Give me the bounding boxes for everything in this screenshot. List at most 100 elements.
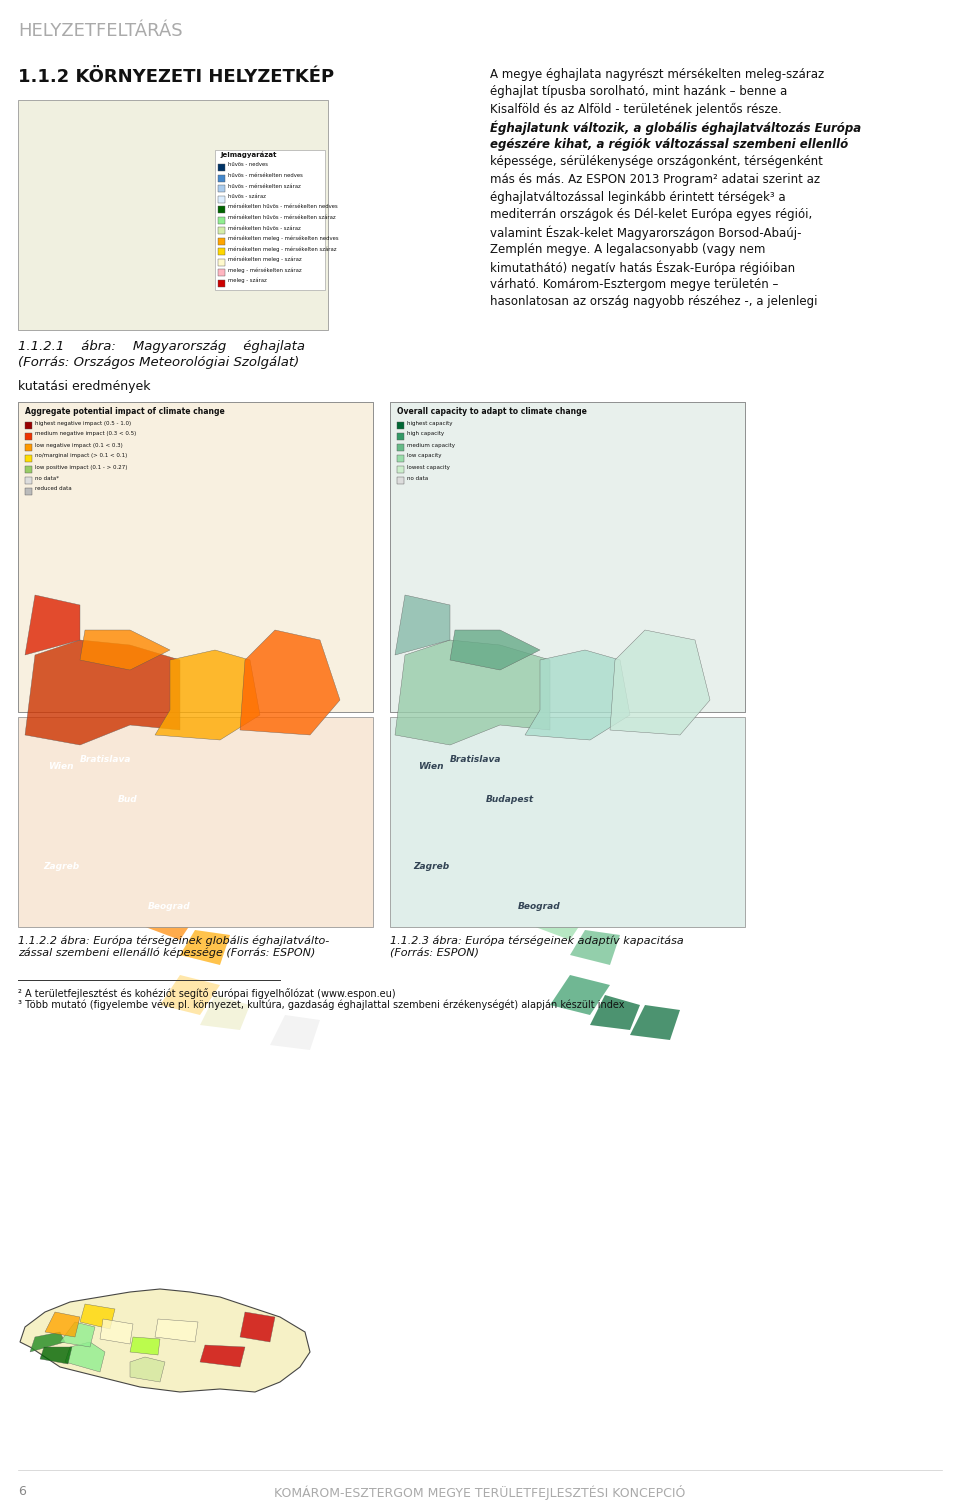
Text: hűvös - mérsékelten nedves: hűvös - mérsékelten nedves [228, 173, 302, 178]
Text: képessége, sérülékenysége országonként, térségenként: képessége, sérülékenysége országonként, … [490, 155, 823, 169]
Polygon shape [630, 1005, 680, 1040]
Bar [390, 402, 745, 711]
Text: 1.1.2.1    ábra:    Magyarország    éghajlata: 1.1.2.1 ábra: Magyarország éghajlata [18, 341, 305, 353]
Bar [218, 238, 225, 244]
Text: Zagreb: Zagreb [43, 862, 80, 871]
Bar [397, 455, 404, 463]
Polygon shape [570, 930, 620, 964]
Text: Budapest: Budapest [486, 796, 534, 805]
Polygon shape [230, 885, 280, 925]
Bar [218, 196, 225, 202]
Polygon shape [40, 1347, 72, 1364]
Polygon shape [395, 595, 450, 656]
Polygon shape [240, 1005, 290, 1040]
Polygon shape [530, 895, 590, 940]
Text: mérsékelten meleg - mérsékelten száraz: mérsékelten meleg - mérsékelten száraz [228, 246, 337, 252]
Text: ² A területfejlesztést és kohéziót segítő európai figyelhőlózat (www.espon.eu): ² A területfejlesztést és kohéziót segít… [18, 989, 396, 999]
Text: éghajlatváltozással leginkább érintett térségek³ a: éghajlatváltozással leginkább érintett t… [490, 190, 785, 203]
Text: highest capacity: highest capacity [407, 420, 452, 425]
Text: Beograd: Beograd [148, 903, 191, 912]
Polygon shape [20, 1288, 310, 1392]
Text: meleg - mérsékelten száraz: meleg - mérsékelten száraz [228, 267, 301, 273]
Bar [390, 402, 745, 711]
Text: Aggregate potential impact of climate change: Aggregate potential impact of climate ch… [25, 407, 225, 416]
Polygon shape [440, 850, 490, 895]
Polygon shape [550, 975, 610, 1016]
Bar [397, 478, 404, 484]
Text: Jelmagyarázat: Jelmagyarázat [220, 152, 276, 158]
Polygon shape [450, 630, 540, 671]
Polygon shape [80, 876, 140, 919]
Polygon shape [470, 876, 530, 919]
Text: kutatási eredmények: kutatási eredmények [18, 380, 151, 393]
Text: Zemplén megye. A legalacsonyabb (vagy nem: Zemplén megye. A legalacsonyabb (vagy ne… [490, 243, 765, 256]
Polygon shape [65, 1343, 105, 1371]
Text: Bratislava: Bratislava [80, 755, 132, 764]
Polygon shape [140, 895, 200, 940]
Polygon shape [200, 1346, 245, 1367]
Text: hűvös - száraz: hűvös - száraz [228, 194, 266, 199]
Polygon shape [130, 1337, 160, 1355]
Text: highest negative impact (0.5 - 1.0): highest negative impact (0.5 - 1.0) [35, 420, 132, 425]
Polygon shape [590, 995, 640, 1029]
Bar [25, 478, 32, 484]
Polygon shape [395, 640, 550, 744]
Text: mérsékelten hűvös - mérsékelten száraz: mérsékelten hűvös - mérsékelten száraz [228, 216, 336, 220]
Bar [18, 717, 373, 927]
Polygon shape [240, 1313, 275, 1343]
Bar [390, 717, 745, 927]
Bar [397, 433, 404, 440]
Text: mérsékelten meleg - mérsékelten nedves: mérsékelten meleg - mérsékelten nedves [228, 235, 339, 241]
Text: Bud: Bud [118, 796, 137, 805]
Bar [18, 402, 373, 711]
Text: HELYZETFELTÁRÁS: HELYZETFELTÁRÁS [18, 23, 182, 41]
Text: meleg - száraz: meleg - száraz [228, 277, 267, 283]
Text: 1.1.2.3 ábra: Európa térségeinek adaptív kapacitása: 1.1.2.3 ábra: Európa térségeinek adaptív… [390, 934, 684, 945]
Polygon shape [155, 650, 260, 740]
Text: éghajlat típusba sorolható, mint hazánk – benne a: éghajlat típusba sorolható, mint hazánk … [490, 86, 787, 98]
Bar [218, 228, 225, 234]
Bar [218, 217, 225, 223]
Polygon shape [25, 595, 80, 656]
Bar [218, 206, 225, 212]
Bar [218, 249, 225, 255]
Bar [25, 466, 32, 473]
Polygon shape [155, 1319, 198, 1343]
Bar [25, 488, 32, 494]
Text: 1.1.2.2 ábra: Európa térségeinek globális éghajlatválto-: 1.1.2.2 ábra: Európa térségeinek globáli… [18, 934, 329, 945]
Text: Wien: Wien [48, 763, 74, 772]
Text: lowest capacity: lowest capacity [407, 464, 450, 470]
Bar [397, 445, 404, 451]
Polygon shape [200, 860, 250, 895]
Bar [218, 164, 225, 170]
Bar [218, 270, 225, 276]
Bar [218, 279, 225, 286]
Text: low negative impact (0.1 < 0.3): low negative impact (0.1 < 0.3) [35, 443, 123, 448]
Polygon shape [45, 1313, 80, 1337]
Text: medium capacity: medium capacity [407, 443, 455, 448]
Text: mérsékelten hűvös - mérsékelten nedves: mérsékelten hűvös - mérsékelten nedves [228, 205, 338, 209]
Polygon shape [620, 885, 670, 925]
Text: no data: no data [407, 476, 428, 481]
Polygon shape [525, 650, 630, 740]
Text: no/marginal impact (> 0.1 < 0.1): no/marginal impact (> 0.1 < 0.1) [35, 454, 128, 458]
Text: Kisalföld és az Alföld - területének jelentős része.: Kisalföld és az Alföld - területének jel… [490, 102, 781, 116]
Polygon shape [60, 1322, 95, 1347]
Polygon shape [160, 975, 220, 1016]
Text: Bratislava: Bratislava [450, 755, 501, 764]
Text: mérsékelten hűvös - száraz: mérsékelten hűvös - száraz [228, 226, 300, 231]
Bar [18, 402, 373, 711]
Text: hűvös - nedves: hűvös - nedves [228, 163, 268, 167]
Text: 6: 6 [18, 1484, 26, 1498]
Text: hűvös - mérsékelten száraz: hűvös - mérsékelten száraz [228, 184, 300, 188]
Text: Éghajlatunk változik, a globális éghajlatváltozás Európa: Éghajlatunk változik, a globális éghajla… [490, 121, 861, 136]
Bar [215, 151, 325, 289]
Text: reduced data: reduced data [35, 487, 72, 491]
Text: KOMÁROM-ESZTERGOM MEGYE TERÜLETFEJLESZTÉSI KONCEPCIÓ: KOMÁROM-ESZTERGOM MEGYE TERÜLETFEJLESZTÉ… [275, 1484, 685, 1499]
Text: A megye éghajlata nagyrészt mérsékelten meleg-száraz: A megye éghajlata nagyrészt mérsékelten … [490, 68, 825, 81]
Text: várható. Komárom-Esztergom megye területén –: várható. Komárom-Esztergom megye terület… [490, 277, 779, 291]
Text: Zagreb: Zagreb [413, 862, 449, 871]
Polygon shape [180, 930, 230, 964]
Text: medium negative impact (0.3 < 0.5): medium negative impact (0.3 < 0.5) [35, 431, 136, 437]
Bar [218, 185, 225, 191]
